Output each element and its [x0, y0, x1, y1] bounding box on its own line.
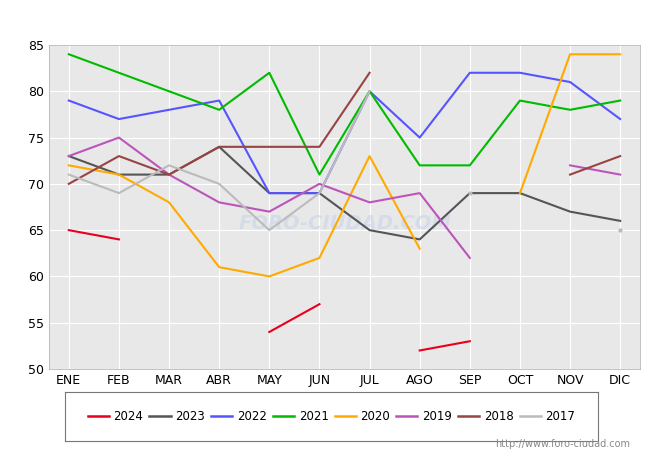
Legend: 2024, 2023, 2022, 2021, 2020, 2019, 2018, 2017: 2024, 2023, 2022, 2021, 2020, 2019, 2018… — [84, 406, 579, 426]
Text: http://www.foro-ciudad.com: http://www.foro-ciudad.com — [495, 439, 630, 449]
Text: Afiliados en Chera a 30/9/2024: Afiliados en Chera a 30/9/2024 — [197, 10, 453, 28]
Text: FORO-CIUDAD.COM: FORO-CIUDAD.COM — [238, 214, 451, 233]
